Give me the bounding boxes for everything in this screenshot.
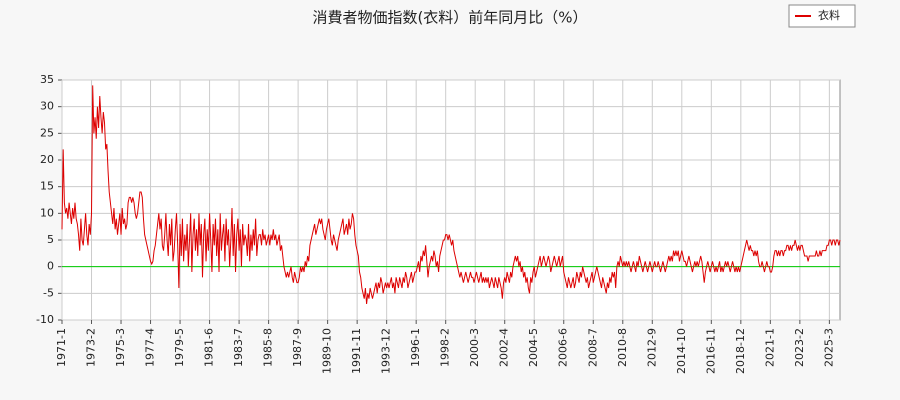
x-tick-label: 1985-8 (262, 328, 275, 367)
x-tick-label: 2000-3 (468, 328, 481, 367)
y-tick-label: 10 (40, 206, 54, 219)
y-tick-label: -5 (43, 286, 54, 299)
series-line (61, 85, 841, 305)
y-tick-label: 30 (40, 100, 54, 113)
x-tick-label: 2021-1 (763, 328, 776, 367)
x-tick-label: 2002-4 (498, 328, 511, 367)
chart-title: 消費者物価指数(衣料）前年同月比（%） (312, 9, 587, 27)
x-tick-label: 1971-1 (55, 328, 68, 367)
y-tick-label: 0 (47, 260, 54, 273)
x-tick-label: 2018-12 (734, 328, 747, 374)
x-tick-label: 1991-11 (350, 328, 363, 374)
x-tick-label: 2014-10 (675, 328, 688, 374)
y-tick-label: -10 (36, 313, 54, 326)
legend-box (788, 4, 856, 28)
x-tick-label: 2010-8 (616, 328, 629, 367)
x-tick-label: 2008-7 (586, 328, 599, 367)
x-tick-label: 1998-2 (439, 328, 452, 367)
x-tick-label: 1993-12 (380, 328, 393, 374)
x-tick-label: 2023-2 (793, 328, 806, 367)
legend-label: 衣料 (818, 8, 840, 22)
x-tick-label: 1983-7 (232, 328, 245, 367)
y-tick-label: 15 (40, 180, 54, 193)
y-tick-label: 35 (40, 73, 54, 86)
x-tick-label: 2025-3 (822, 328, 835, 367)
x-tick-label: 2006-6 (557, 328, 570, 367)
y-tick-label: 20 (40, 153, 54, 166)
y-tick-label: 5 (47, 233, 54, 246)
x-tick-label: 1979-5 (173, 328, 186, 367)
x-tick-label: 1981-6 (203, 328, 216, 367)
x-tick-label: 1975-3 (114, 328, 127, 367)
x-tick-label: 2004-5 (527, 328, 540, 367)
x-tick-label: 1989-10 (321, 328, 334, 374)
legend: 衣料 (788, 4, 856, 28)
x-tick-label: 2012-9 (645, 328, 658, 367)
x-tick-label: 1987-9 (291, 328, 304, 367)
y-tick-label: 25 (40, 126, 54, 139)
x-tick-label: 1973-2 (85, 328, 98, 367)
plot-area (61, 79, 841, 321)
x-tick-label: 1977-4 (144, 328, 157, 367)
x-tick-label: 2016-11 (704, 328, 717, 374)
x-tick-label: 1996-1 (409, 328, 422, 367)
